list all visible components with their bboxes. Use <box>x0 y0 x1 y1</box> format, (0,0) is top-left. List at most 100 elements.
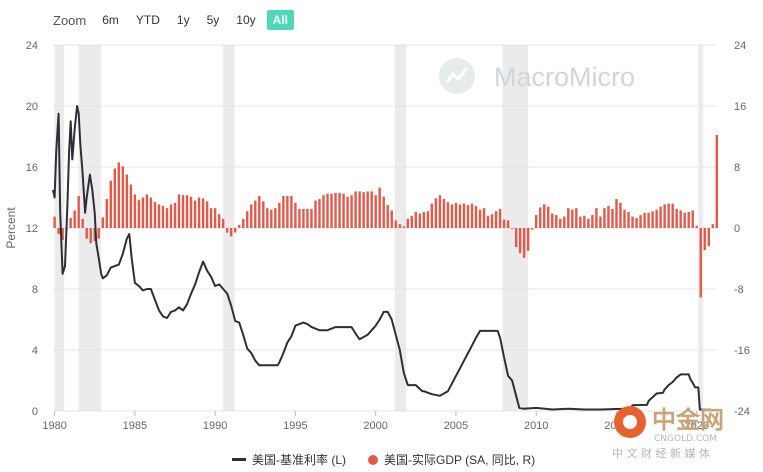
x-tick-label-1: 1985 <box>123 420 147 432</box>
gdp-bar <box>378 187 381 228</box>
gdp-bar <box>330 193 333 228</box>
gdp-bar <box>639 215 642 228</box>
gdp-bar <box>691 210 694 228</box>
gdp-bar <box>623 209 626 228</box>
gdp-bar <box>462 203 466 228</box>
gdp-bar <box>482 208 486 228</box>
range-1y-button[interactable]: 1y <box>176 13 190 27</box>
range-6m-button[interactable]: 6m <box>102 13 119 27</box>
gdp-bar <box>555 215 558 228</box>
gdp-bar <box>250 204 253 228</box>
gdp-bar <box>234 228 237 233</box>
gdp-bar <box>563 216 566 228</box>
right-axis-ticks: -24 -16 -8 0 8 16 24 <box>734 40 750 418</box>
gdp-bar <box>498 208 502 228</box>
gdp-bar <box>390 210 393 228</box>
gdp-bar <box>205 201 209 228</box>
gdp-bar <box>358 191 361 228</box>
gdp-bar <box>506 220 510 228</box>
gdp-bar <box>611 208 614 228</box>
gdp-bar <box>282 195 285 228</box>
gdp-bar <box>213 208 217 228</box>
rate-legend-swatch <box>232 458 246 461</box>
gdp-bar <box>579 216 582 228</box>
gdp-bar <box>85 228 88 239</box>
gdp-bar <box>177 194 181 228</box>
left-tick-label-6: 24 <box>26 40 38 52</box>
gdp-bar <box>254 200 257 228</box>
gdp-bar <box>522 228 526 258</box>
gdp-bar <box>394 220 397 228</box>
gdp-bar <box>133 194 137 228</box>
gdp-bar <box>77 195 80 228</box>
legend-label-rate: 美国-基准利率 (L) <box>252 453 346 467</box>
zoom-label: Zoom <box>53 12 87 28</box>
gdp-bar <box>125 174 129 228</box>
cngold-url: CNGOLD.COM <box>654 434 717 444</box>
gdp-bar <box>382 196 385 228</box>
gdp-bar <box>559 218 562 228</box>
macromicro-watermark: MacroMicro <box>439 58 635 94</box>
x-tick-label-3: 1995 <box>283 420 307 432</box>
gdp-bar <box>474 205 478 228</box>
cngold-title: 中金网 <box>652 406 724 434</box>
range-selector: Zoom 6m YTD 1y 5y 10y All <box>53 9 299 31</box>
gdp-bar <box>298 208 301 228</box>
gdp-bar <box>703 228 706 251</box>
gdp-bar <box>338 192 341 228</box>
gdp-bar <box>129 184 133 228</box>
gdp-bar <box>510 228 514 229</box>
gdp-bar <box>105 199 108 228</box>
range-all-button[interactable]: All <box>266 10 294 30</box>
gdp-bar <box>149 197 153 228</box>
x-tick-label-0: 1980 <box>42 420 66 432</box>
gdp-bar <box>258 195 261 228</box>
cngold-watermark: 中金网 CNGOLD.COM 中 文 财 经 新 媒 体 <box>612 406 724 460</box>
gdp-bar <box>587 218 590 228</box>
gdp-bar <box>137 199 141 228</box>
gdp-bar <box>318 199 321 228</box>
gdp-bar <box>157 204 161 228</box>
gdp-bar <box>398 224 401 228</box>
gdp-bar <box>278 202 281 228</box>
gdp-bar <box>667 203 670 228</box>
gdp-bar <box>362 192 365 228</box>
gdp-bar <box>402 226 405 228</box>
range-ytd-button[interactable]: YTD <box>135 13 160 27</box>
legend-item-rate[interactable]: 美国-基准利率 (L) <box>232 451 346 468</box>
gdp-bar <box>113 168 117 228</box>
gdp-bar <box>707 228 710 247</box>
gdp-bar <box>607 205 610 228</box>
right-tick-label-0: -24 <box>734 406 750 418</box>
gdp-bar <box>262 201 265 228</box>
left-tick-label-1: 4 <box>32 345 38 357</box>
gdp-bar <box>410 215 413 228</box>
left-tick-label-4: 16 <box>26 162 38 174</box>
gdp-bar <box>627 211 630 228</box>
gdp-bar <box>101 217 104 228</box>
x-tick-label-4: 2000 <box>363 420 387 432</box>
gdp-bar <box>438 195 442 228</box>
gdp-bar <box>334 192 337 228</box>
left-tick-label-5: 20 <box>26 101 38 113</box>
gdp-bar <box>695 225 698 228</box>
gdp-bar <box>165 208 169 228</box>
gdp-bar <box>543 204 546 228</box>
gdp-bar <box>414 211 418 228</box>
gdp-bar <box>615 199 618 228</box>
gdp-bar <box>314 200 317 228</box>
gdp-bar <box>270 209 273 228</box>
gdp-bar <box>370 191 373 228</box>
watermark-brand: MacroMicro <box>494 62 635 92</box>
gdp-bar <box>603 208 606 228</box>
rate-line <box>52 105 712 411</box>
x-tick-label-2: 1990 <box>203 420 227 432</box>
gdp-bar <box>69 218 72 228</box>
legend-item-gdp[interactable]: 美国-实际GDP (SA, 同比, R) <box>368 451 535 468</box>
gdp-bar <box>595 208 598 228</box>
range-10y-button[interactable]: 10y <box>236 13 256 27</box>
gdp-bar <box>583 215 586 228</box>
gdp-bar <box>470 203 474 228</box>
range-5y-button[interactable]: 5y <box>206 13 220 27</box>
gdp-bar <box>450 204 454 228</box>
